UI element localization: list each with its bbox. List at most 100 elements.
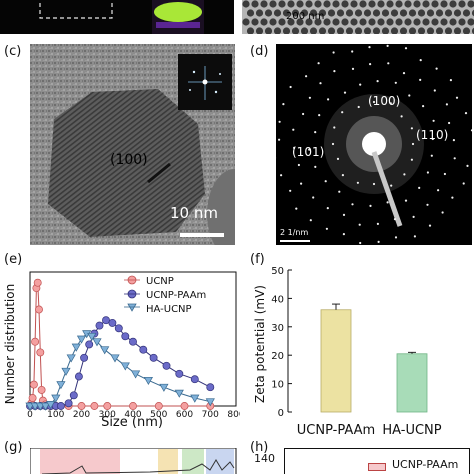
panel-d-scale-bar xyxy=(280,240,310,242)
nanoparticle-dot xyxy=(399,9,408,17)
nanoparticle-dot xyxy=(458,0,466,8)
legend-label-ucnp: UCNP xyxy=(146,276,174,287)
diffraction-spot xyxy=(453,157,456,160)
nanoparticle-dot xyxy=(359,18,367,26)
nanoparticle-dot xyxy=(246,9,255,17)
chart-f-category-paam: UCNP-PAAm xyxy=(297,423,375,438)
diffraction-spot xyxy=(404,199,408,202)
diffraction-spot xyxy=(466,164,469,167)
nanoparticle-dot xyxy=(255,9,264,17)
data-point xyxy=(108,318,117,327)
x-tick-label: 400 xyxy=(124,410,141,420)
nanoparticle-dot xyxy=(296,0,304,8)
data-point xyxy=(61,367,71,376)
panel-b-scale-label: 200 nm xyxy=(286,11,325,22)
diffraction-spot xyxy=(309,219,312,222)
panel-h-legend-label: UCNP-PAAm xyxy=(392,458,459,471)
y-tick-label: 20 xyxy=(271,351,284,362)
data-point xyxy=(174,389,184,398)
data-point xyxy=(121,332,130,341)
nanoparticle-dot xyxy=(404,0,412,8)
data-point xyxy=(76,335,87,344)
data-point xyxy=(190,394,200,403)
diffraction-spot xyxy=(386,201,389,204)
nanoparticle-dot xyxy=(345,9,354,17)
diffraction-spot xyxy=(325,227,328,230)
panel-h-frame xyxy=(284,448,470,474)
nanoparticle-dot xyxy=(354,27,363,35)
diffraction-spot xyxy=(359,83,362,86)
panel-g-graphic xyxy=(30,448,237,474)
nanoparticle-dot xyxy=(242,0,250,8)
nanoparticle-dot xyxy=(422,0,430,8)
nanoparticle-dot xyxy=(386,0,394,8)
nanoparticle-dot xyxy=(314,0,322,8)
panel-b-graphic xyxy=(242,0,474,35)
x-tick-label: 500 xyxy=(150,410,167,420)
data-point xyxy=(143,376,154,386)
diffraction-spot xyxy=(295,207,298,210)
data-point xyxy=(71,343,81,352)
nanoparticle-dot xyxy=(255,27,264,35)
diffraction-spot xyxy=(419,59,422,62)
data-point xyxy=(36,348,45,357)
diffraction-spot xyxy=(418,186,421,189)
panel-d-graphic xyxy=(276,44,472,245)
data-point xyxy=(130,370,141,379)
diffraction-spot xyxy=(430,154,433,157)
nanoparticle-dot xyxy=(269,0,277,8)
nanoparticle-dot xyxy=(341,0,349,8)
data-point xyxy=(190,375,199,384)
diffraction-spot xyxy=(336,157,340,160)
nanoparticle-dot xyxy=(471,27,474,35)
diffraction-spot xyxy=(305,75,308,78)
nanoparticle-dot xyxy=(422,18,430,26)
data-point xyxy=(29,380,38,389)
nanoparticle-dot xyxy=(449,18,457,26)
diffraction-spot xyxy=(433,89,436,92)
data-point xyxy=(80,353,89,362)
nanoparticle-dot xyxy=(440,18,448,26)
diffraction-spot xyxy=(308,148,311,151)
diffraction-spot xyxy=(422,105,425,108)
nanoparticle-dot xyxy=(336,9,345,17)
data-point xyxy=(74,372,83,381)
panel-c-plane-label: (100) xyxy=(110,152,148,168)
panel-label-g: (g) xyxy=(4,440,23,455)
nanoparticle-dot xyxy=(395,0,403,8)
diffraction-spot xyxy=(331,142,335,146)
diffraction-spot xyxy=(319,82,322,85)
data-point xyxy=(33,278,42,287)
y-tick-label: 40 xyxy=(271,294,284,305)
panel-b-image: 200 nm xyxy=(242,0,474,35)
diffraction-spot xyxy=(390,184,393,187)
nanoparticle-dot xyxy=(323,18,331,26)
nanoparticle-dot xyxy=(327,9,336,17)
panel-a-image xyxy=(0,0,234,34)
diffraction-spot xyxy=(351,203,354,206)
nanoparticle-dot xyxy=(359,0,367,8)
nanoparticle-dot xyxy=(467,18,474,26)
nanoparticle-dot xyxy=(305,18,313,26)
diffraction-spot xyxy=(377,240,380,243)
diffraction-spot xyxy=(412,215,415,218)
nanoparticle-dot xyxy=(278,0,286,8)
diffraction-spot xyxy=(389,102,392,105)
diffraction-spot xyxy=(411,142,415,146)
data-point xyxy=(103,402,112,410)
data-point xyxy=(45,401,56,410)
diffraction-spot xyxy=(317,62,320,65)
diffraction-spot xyxy=(333,126,336,129)
diffraction-spot xyxy=(333,70,336,73)
nanoparticle-dot xyxy=(386,18,394,26)
diffraction-spot xyxy=(431,137,434,141)
diffraction-spot xyxy=(332,51,335,54)
diffraction-spot xyxy=(455,96,459,99)
data-point xyxy=(129,402,137,410)
diffraction-spot xyxy=(394,236,398,239)
diffraction-spot xyxy=(318,114,321,117)
x-tick-label: 800 xyxy=(227,410,240,420)
nanoparticle-dot xyxy=(413,18,421,26)
nanoparticle-dot xyxy=(318,27,327,35)
data-point xyxy=(56,381,66,390)
